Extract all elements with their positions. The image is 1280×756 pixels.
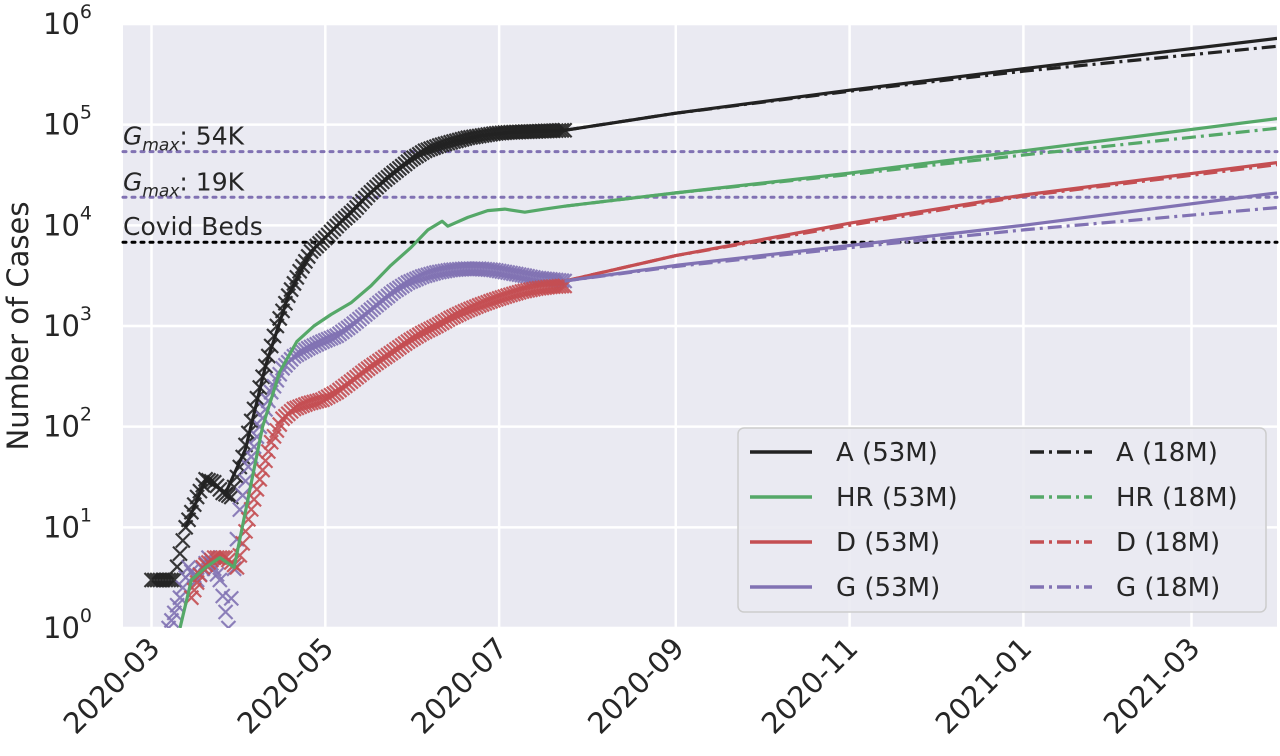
x-tick-label: 2020-03 [57,631,167,741]
reference-label-subscript: max [142,181,180,201]
x-tick-labels: 2020-03 2020-05 2020-07 2020-09 2020-11 2021-… [57,631,1207,741]
series-line-g-18m [564,206,1277,283]
y-tick-label: 104 [43,202,92,242]
y-tick-label: 105 [43,102,92,142]
y-tick-exponent: 6 [80,1,92,23]
series-line-a-18m [564,44,1277,132]
observed-marker-d [505,286,522,302]
legend-label: D (53M) [836,528,940,558]
observed-marker-a [160,572,177,588]
observed-marker-g [417,267,433,284]
reference-label-value: : 54K [179,122,244,151]
observed-marker-d [485,292,502,309]
y-tick-exponent: 0 [80,605,92,627]
observed-marker-d [479,294,496,311]
observed-marker-d [471,297,487,314]
y-tick-label: 102 [43,404,92,444]
y-tick-label: 103 [43,303,92,343]
y-tick-exponent: 3 [80,303,92,325]
reference-label-symbol: G [123,167,142,196]
observed-marker-d [502,287,519,303]
y-tick-exponent: 5 [80,102,92,124]
legend-label: A (18M) [1116,438,1218,468]
observed-marker-g [217,604,234,620]
observed-marker-d [257,453,274,469]
legend-label: HR (18M) [1116,483,1238,513]
observed-marker-d [254,462,271,478]
x-tick-label: 2020-11 [755,631,865,741]
observed-marker-d [488,291,505,308]
y-tick-label: 106 [43,1,92,41]
series-line-d-18m [564,163,1277,283]
observed-marker-g [214,588,231,604]
observed-marker-d [308,393,325,410]
series-line-hr-18m [564,126,1277,208]
reference-line-label: Covid Beds [123,212,263,241]
reference-line-label: Gmax: 19K [123,167,245,201]
x-tick-label: 2020-05 [231,631,341,741]
observed-marker-g [414,268,430,285]
observed-marker-a [172,545,188,562]
observed-marker-g [220,620,237,628]
y-tick-label: 101 [43,504,92,544]
y-tick-exponent: 1 [80,504,92,526]
observed-marker-g [212,572,228,588]
observed-marker-d [499,287,516,304]
observed-marker-d [494,289,510,306]
observed-marker-d [477,295,493,312]
observed-marker-d [474,296,490,313]
observed-marker-d [551,278,567,295]
y-tick-exponent: 4 [80,202,92,224]
observed-marker-d [229,559,245,576]
observed-marker-d [260,443,277,460]
x-tick-label: 2020-07 [404,631,514,741]
reference-line-label: Gmax: 54K [123,122,245,156]
legend-label: HR (53M) [836,483,958,513]
observed-marker-g [411,269,428,286]
observed-marker-g [223,590,240,607]
legend-label: G (18M) [1116,573,1220,603]
observed-marker-a [163,572,180,588]
observed-marker-d [497,288,513,305]
observed-marker-g [420,267,436,283]
y-tick-label: 100 [43,605,92,645]
observed-marker-d [297,396,314,413]
legend-label: G (53M) [836,573,940,603]
observed-marker-d [491,290,507,307]
series-line-hr-53m [178,117,1277,628]
legend-label: A (53M) [836,438,938,468]
reference-label-value: : 19K [179,167,244,196]
x-tick-label: 2021-01 [929,631,1039,741]
observed-marker-d [251,471,268,488]
observed-marker-d [482,293,499,310]
x-tick-label: 2021-03 [1097,631,1207,741]
legend: A (53M) A (18M) HR (53M) HR (18M) D (53M) D (… [737,427,1267,613]
grid-lines [123,22,1277,630]
y-axis-label: Number of Cases [1,202,35,451]
observed-marker-a [175,532,191,549]
reference-label-symbol: G [123,122,142,151]
y-tick-exponent: 2 [80,404,92,426]
reference-label-subscript: max [142,136,180,156]
legend-label: D (18M) [1116,528,1220,558]
x-tick-label: 2020-09 [581,631,691,741]
legend-box [737,427,1267,613]
series-lines [178,36,1277,628]
